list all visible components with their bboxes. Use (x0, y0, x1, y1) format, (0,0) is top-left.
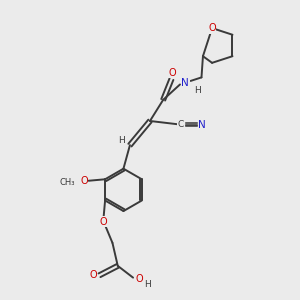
Text: C: C (178, 120, 184, 129)
Text: H: H (118, 136, 124, 145)
Text: O: O (168, 68, 176, 78)
Text: O: O (89, 270, 97, 280)
Text: H: H (194, 86, 201, 95)
Text: H: H (144, 280, 151, 290)
Text: N: N (198, 119, 206, 130)
Text: O: O (100, 217, 107, 227)
Text: N: N (182, 78, 189, 88)
Text: O: O (80, 176, 88, 186)
Text: O: O (208, 23, 216, 33)
Text: O: O (135, 274, 143, 284)
Text: CH₃: CH₃ (60, 178, 75, 187)
